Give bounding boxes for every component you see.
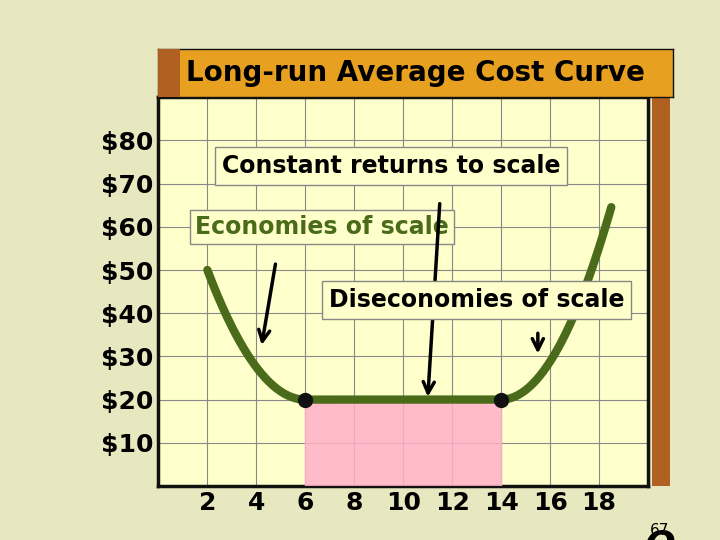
Bar [305,400,501,486]
Text: 67: 67 [650,523,670,538]
Point [495,395,507,404]
Text: Constant returns to scale: Constant returns to scale [222,154,560,178]
Text: Long-run Average Cost Curve: Long-run Average Cost Curve [186,59,645,87]
Text: Q: Q [645,530,675,540]
Point [300,395,311,404]
Text: Diseconomies of scale: Diseconomies of scale [329,288,624,312]
Text: Economies of scale: Economies of scale [195,215,449,239]
